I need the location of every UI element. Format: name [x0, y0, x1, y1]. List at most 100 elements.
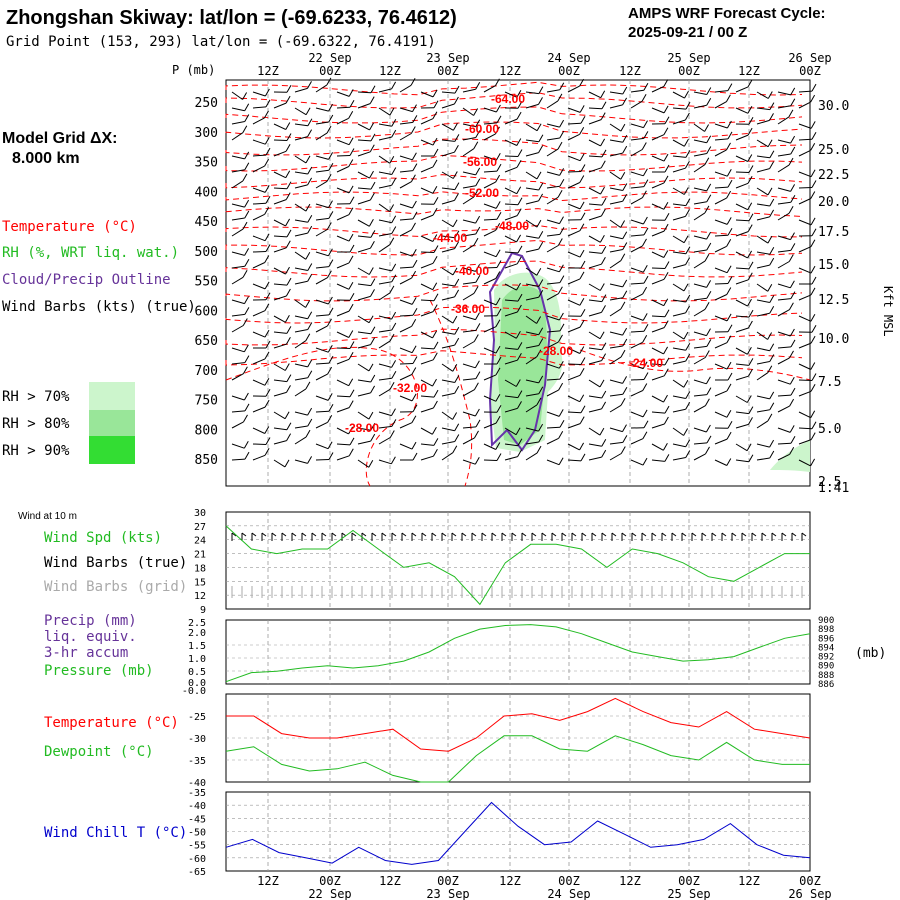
height-tick-labels: 30.025.022.520.017.515.012.510.07.55.02.… [818, 99, 849, 496]
wind-barb-10m-flag [491, 532, 497, 537]
wind-barb [798, 94, 816, 109]
wind-barb [714, 324, 733, 333]
wind-barb-flag [454, 434, 460, 442]
wind-barb [651, 105, 669, 114]
wind-barb-shaft [357, 315, 370, 324]
wind-barb-flag [244, 258, 250, 267]
wind-barb-flag [432, 159, 438, 168]
wind-barb-10m-flag [741, 532, 747, 537]
wind-barb-shaft [399, 84, 412, 93]
wind-barb [294, 251, 311, 260]
wind-barb-flag [769, 113, 774, 121]
wind-barb-flag [454, 278, 460, 287]
wind-barb-shaft [651, 86, 665, 93]
wind-barb-shaft [399, 347, 413, 354]
wind-barb [693, 435, 712, 445]
precip-tick: -0.0 [182, 686, 206, 697]
wind-barb-shaft [420, 427, 433, 435]
wind-barb [336, 111, 354, 125]
wind-barb [693, 242, 712, 253]
precip-tick: 1.0 [188, 654, 206, 665]
wind-barb-shaft [756, 235, 769, 244]
wind-barb-flag [286, 433, 292, 441]
wind-barb-shaft [714, 149, 727, 157]
wind-barb-shaft [357, 295, 371, 301]
wind-barb-shaft [357, 379, 371, 383]
wind-chill-tick: -55 [188, 841, 206, 852]
temperature-contour-label: -52.00 [465, 186, 499, 200]
wind-barb-flag [557, 286, 563, 294]
wind-barb [252, 292, 271, 301]
wind-barb-flag [788, 206, 794, 214]
temperature-contour-labels: -64.00-60.00-56.00-52.00-48.00-44.00-40.… [345, 92, 663, 435]
wind-barb-flag [580, 308, 586, 317]
wind-barb [273, 218, 291, 227]
wind-barb [546, 431, 564, 445]
wind-barb [546, 264, 564, 273]
wind-barb-flag [369, 144, 375, 153]
wind-barb [357, 230, 376, 238]
wind-barb-flag [559, 371, 565, 380]
wind-barb-shaft [714, 363, 728, 370]
wind-barb-flag [558, 334, 563, 343]
wind-barb-shaft [357, 171, 370, 179]
wind-barb-shaft [567, 363, 582, 365]
wind-barb-shaft [252, 117, 265, 125]
wind-barb [315, 152, 334, 160]
wind-barb-flag [454, 193, 459, 201]
wind-barb [693, 302, 710, 317]
wind-barb-shaft [504, 347, 518, 350]
wind-barb-flag [726, 217, 732, 225]
wind-barb-shaft [798, 149, 811, 157]
wind-barb-shaft [252, 406, 266, 413]
wind-barb [798, 121, 816, 129]
wind-barb-flag [704, 350, 710, 358]
wind-barb-shaft [756, 331, 768, 340]
wind-barb [315, 415, 333, 429]
wind-barb-flag [662, 443, 668, 451]
wind-barb-shaft [735, 267, 750, 270]
wind-barb-flag [769, 295, 775, 303]
wind-barb-flag [391, 167, 397, 175]
wind-barb [735, 443, 752, 452]
wind-barb-flag [769, 439, 775, 448]
wind-barb [735, 154, 753, 162]
wind-barb-flag [475, 119, 481, 127]
wind-barb-flag [580, 357, 586, 365]
wind-barb-shaft [231, 228, 244, 237]
pressure-tick-right: 896 [818, 634, 834, 644]
wind-barb [441, 219, 458, 228]
top-date-label: 26 Sep [788, 51, 831, 65]
wind-barb-flag [746, 395, 752, 403]
wind-barb-flag [475, 264, 481, 272]
legend-wind-barbs: Wind Barbs (kts) (true) [2, 299, 196, 315]
wind-barb-shaft [546, 233, 560, 237]
wind-barb-shaft [798, 267, 812, 274]
wind-barb-flag [410, 174, 416, 182]
wind-barb-shaft [294, 280, 308, 285]
wind-barb [630, 335, 648, 349]
wind-barb [672, 187, 689, 195]
wind-barb-flag [391, 360, 397, 368]
wind-barb [294, 370, 313, 381]
wind-barb-flag [579, 271, 585, 280]
wind-barb [777, 184, 796, 192]
wind-barb-shaft [588, 263, 602, 269]
wind-barb-flag [664, 261, 670, 269]
wind-barb-flag [368, 315, 374, 323]
wind-barb [399, 404, 418, 413]
wind-barb-flag [663, 153, 669, 162]
wind-barb-flag [558, 457, 564, 465]
wind-barb-shaft [357, 219, 370, 227]
wind-barb-shaft [420, 379, 433, 387]
wind-barb-flag [265, 388, 271, 397]
wind-barb [735, 176, 753, 189]
precip-tick: 1.5 [188, 641, 206, 652]
wind-barb-shaft [588, 91, 601, 99]
wind-barb [357, 96, 375, 109]
wind-barb-shaft [672, 155, 686, 158]
wind-barb [357, 326, 376, 335]
wind-barb [525, 349, 542, 365]
wind-barb-flag [789, 447, 795, 455]
wind-barb-shaft [546, 459, 560, 466]
